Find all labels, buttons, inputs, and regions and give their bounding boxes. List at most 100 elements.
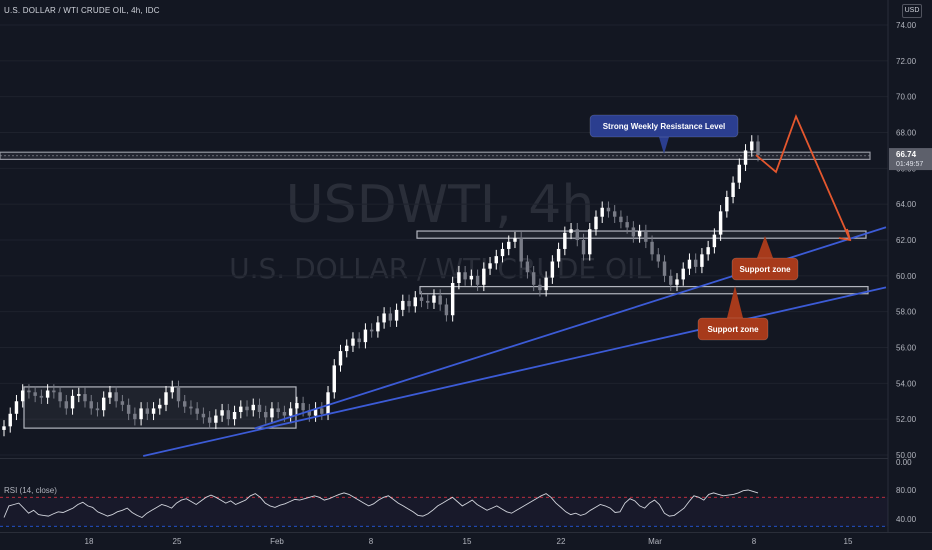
candle-body bbox=[650, 241, 654, 255]
last-price-badge bbox=[889, 148, 932, 171]
candle-body bbox=[251, 404, 255, 411]
candle-body bbox=[120, 401, 125, 405]
candle-body bbox=[482, 268, 486, 285]
candle-body bbox=[108, 392, 112, 398]
candle-body bbox=[33, 392, 37, 396]
candle-body bbox=[338, 351, 343, 366]
price-tick-label: 68.00 bbox=[896, 129, 917, 138]
symbol-title[interactable]: U.S. DOLLAR / WTI CRUDE OIL, 4h, IDC bbox=[4, 6, 160, 15]
grid-lines bbox=[0, 24, 888, 456]
candle-body bbox=[550, 261, 555, 278]
candle-body bbox=[619, 216, 623, 223]
candle-body bbox=[750, 141, 754, 151]
price-tick-label: 72.00 bbox=[896, 57, 917, 66]
candle-body bbox=[382, 313, 386, 323]
candle-body bbox=[95, 408, 100, 411]
candle-body bbox=[114, 392, 118, 402]
candle-body bbox=[145, 408, 150, 414]
candle-body bbox=[594, 216, 598, 230]
candle-body bbox=[731, 182, 735, 197]
candle-body bbox=[631, 227, 636, 237]
rsi-pane: 0.00 80.00 40.00 bbox=[0, 458, 917, 527]
candle-body bbox=[388, 313, 393, 321]
resistance-callout-pointer bbox=[659, 137, 669, 154]
price-tick-label: 70.00 bbox=[896, 93, 917, 102]
support-zone-lower bbox=[419, 285, 869, 295]
support-callout-lower-pointer bbox=[727, 286, 743, 318]
candle-body bbox=[288, 408, 293, 416]
price-tick-label: 56.00 bbox=[896, 344, 917, 353]
candle-body bbox=[332, 365, 336, 393]
support-callout-upper: Support zone bbox=[731, 236, 799, 281]
candle-body bbox=[413, 297, 417, 307]
price-axis[interactable]: 74.0072.0070.0068.0066.0064.0062.0060.00… bbox=[889, 21, 932, 460]
time-tick-label: Mar bbox=[648, 537, 662, 546]
candle-body bbox=[83, 394, 87, 402]
candle-body bbox=[693, 259, 698, 267]
candle-body bbox=[718, 211, 723, 235]
candle-body bbox=[756, 141, 760, 156]
candle-body bbox=[675, 279, 679, 285]
price-tick-label: 74.00 bbox=[896, 21, 917, 30]
candle-body bbox=[101, 397, 106, 411]
candle-body bbox=[351, 338, 355, 346]
time-tick-label: 18 bbox=[85, 537, 94, 546]
candle-body bbox=[182, 401, 187, 407]
candle-body bbox=[662, 261, 667, 276]
candle-body bbox=[712, 234, 717, 248]
candle-body bbox=[8, 413, 12, 427]
candle-body bbox=[239, 406, 243, 412]
candle-body bbox=[264, 412, 268, 418]
support-callout-lower: Support zone bbox=[697, 286, 769, 341]
candle-body bbox=[357, 338, 361, 343]
candle-body bbox=[176, 386, 181, 402]
currency-badge[interactable]: USD bbox=[902, 4, 922, 18]
projection-arrowhead bbox=[838, 228, 852, 242]
candle-body bbox=[282, 412, 287, 416]
candle-body bbox=[644, 231, 648, 242]
candle-body bbox=[600, 207, 604, 217]
candle-body bbox=[45, 390, 50, 398]
candle-body bbox=[70, 395, 75, 409]
rsi-band bbox=[0, 497, 888, 527]
candle-body bbox=[220, 410, 224, 416]
candle-body bbox=[743, 150, 748, 165]
candle-body bbox=[295, 403, 299, 409]
candle-body bbox=[307, 410, 312, 416]
rsi-line bbox=[3, 489, 759, 519]
candle-body bbox=[426, 300, 430, 303]
candle-body bbox=[488, 263, 492, 269]
candle-body bbox=[164, 392, 168, 405]
price-tick-label: 64.00 bbox=[896, 200, 917, 209]
support-callout-lower-text: Support zone bbox=[707, 325, 759, 334]
candle-body bbox=[14, 401, 19, 414]
resistance-callout: Strong Weekly Resistance Level bbox=[589, 114, 739, 154]
candle-body bbox=[725, 197, 729, 212]
candle-body bbox=[569, 229, 573, 233]
resistance-zone bbox=[0, 151, 871, 160]
rsi-indicator-label[interactable]: RSI (14, close) bbox=[4, 486, 57, 495]
candle-body bbox=[538, 284, 542, 291]
candle-body bbox=[257, 404, 262, 412]
time-tick-label: 15 bbox=[844, 537, 853, 546]
candle-body bbox=[700, 254, 704, 267]
candle-body bbox=[151, 408, 156, 414]
support-zone-upper bbox=[416, 230, 867, 239]
time-axis[interactable]: 18 25 Feb 8 15 22 Mar 8 15 bbox=[85, 537, 853, 546]
time-tick-label: 8 bbox=[752, 537, 757, 546]
candle-body bbox=[320, 408, 324, 414]
candle-body bbox=[58, 392, 62, 402]
rsi-tick-label: 0.00 bbox=[896, 458, 912, 467]
countdown-label: 01:49:57 bbox=[896, 161, 923, 168]
candle-body bbox=[606, 207, 611, 212]
price-tick-label: 62.00 bbox=[896, 236, 917, 245]
candle-body bbox=[401, 300, 405, 310]
candle-body bbox=[681, 268, 685, 280]
candle-body bbox=[563, 232, 567, 249]
candle-body bbox=[89, 401, 93, 409]
candle-body bbox=[544, 277, 548, 291]
candle-body bbox=[226, 410, 231, 420]
candle-body bbox=[214, 415, 218, 423]
callouts: Strong Weekly Resistance Level Support zo… bbox=[589, 114, 799, 341]
